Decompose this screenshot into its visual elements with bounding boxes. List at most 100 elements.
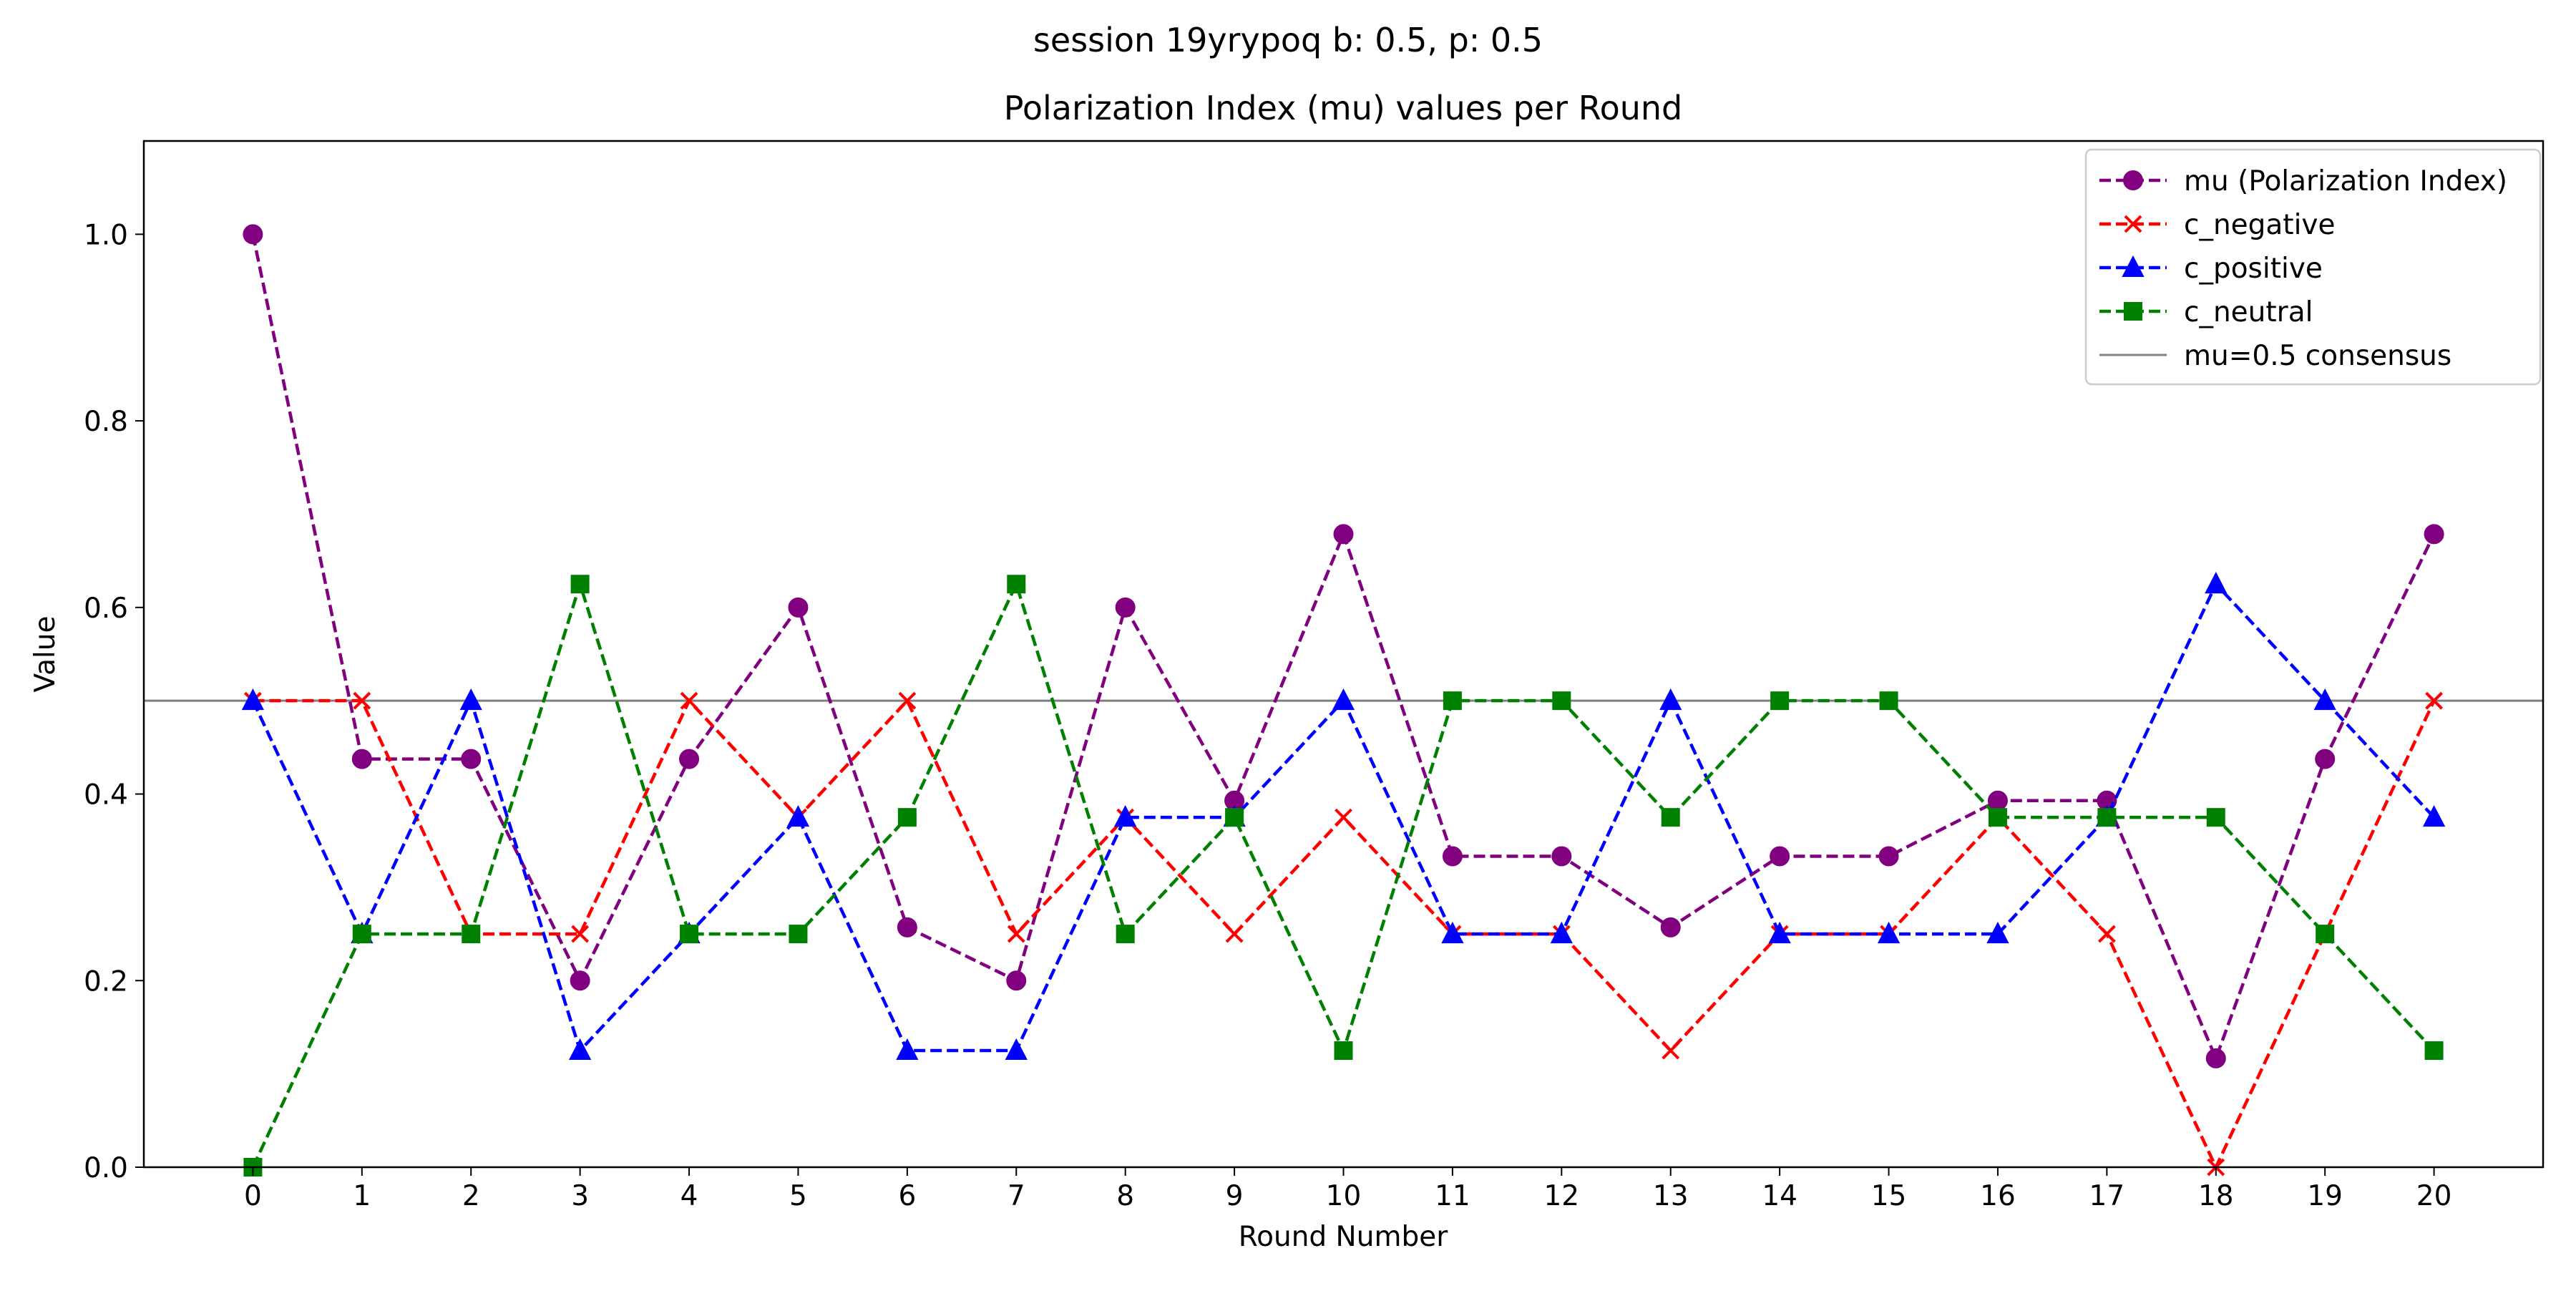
- x-tick-label: 4: [680, 1180, 698, 1212]
- x-tick-label: 16: [1980, 1180, 2016, 1212]
- data-point-series-0: [1660, 917, 1681, 937]
- data-point-series-0: [1442, 846, 1463, 867]
- y-tick-label: 0.8: [84, 406, 128, 438]
- data-point-series-2: [1659, 688, 1682, 711]
- legend-marker: [2123, 170, 2143, 190]
- data-point-series-3: [1225, 808, 1244, 827]
- x-tick-label: 18: [2198, 1180, 2234, 1212]
- data-point-series-3: [2097, 808, 2117, 827]
- data-point-series-3: [2424, 1041, 2444, 1061]
- plot-area: 0 1 2 3 4 5 6 7 8 9 10 11 12 13 14 15 16 17 18 19 200.00.20.…: [84, 140, 2545, 1212]
- data-point-series-1: [2097, 925, 2116, 943]
- data-point-series-2: [1768, 921, 1791, 944]
- data-point-series-2: [2422, 804, 2446, 827]
- data-point-series-2: [1441, 921, 1464, 944]
- data-point-series-0: [1551, 846, 1572, 867]
- data-point-series-0: [1770, 846, 1790, 867]
- y-tick-label: 1.0: [84, 219, 128, 251]
- data-point-series-3: [570, 575, 590, 594]
- data-point-series-3: [680, 925, 699, 944]
- x-tick-label: 12: [1543, 1180, 1579, 1212]
- legend-box: [2084, 148, 2542, 386]
- data-point-series-3: [1334, 1041, 1353, 1061]
- data-point-series-0: [1333, 524, 1354, 545]
- data-point-series-2: [1005, 1038, 1028, 1061]
- series-line-3: [251, 578, 2436, 1168]
- data-point-series-2: [1114, 804, 1137, 827]
- x-tick-label: 5: [789, 1180, 807, 1212]
- data-point-series-0: [897, 917, 917, 937]
- data-point-series-0: [461, 749, 482, 769]
- data-point-series-3: [1879, 691, 1898, 711]
- data-point-series-1: [353, 691, 371, 710]
- x-tick-label: 20: [2416, 1180, 2452, 1212]
- y-tick-label: 0.2: [84, 965, 128, 998]
- legend-marker: [2122, 255, 2145, 277]
- data-point-series-0: [351, 749, 372, 769]
- x-tick-label: 13: [1653, 1180, 1689, 1212]
- legend-label: c_neutral: [2184, 296, 2313, 328]
- x-axis-label: Round Number: [1239, 1221, 1448, 1253]
- x-tick-label: 15: [1871, 1180, 1907, 1212]
- y-axis-label: Value: [29, 615, 62, 692]
- data-point-series-2: [2205, 572, 2228, 594]
- x-tick-label: 14: [1762, 1180, 1797, 1212]
- x-tick-label: 17: [2089, 1180, 2125, 1212]
- data-point-series-3: [1007, 575, 1026, 594]
- x-tick-label: 19: [2307, 1180, 2343, 1212]
- x-tick-label: 1: [353, 1180, 371, 1212]
- data-point-series-2: [241, 688, 265, 711]
- x-tick-label: 7: [1008, 1180, 1025, 1212]
- data-point-series-3: [1988, 808, 2007, 827]
- data-point-series-1: [1662, 1041, 1680, 1060]
- chart-title: Polarization Index (mu) values per Round: [1004, 89, 1683, 127]
- data-point-series-3: [1770, 691, 1790, 711]
- legend-marker: [2124, 215, 2142, 233]
- data-point-series-0: [1115, 597, 1136, 618]
- x-tick-label: 8: [1116, 1180, 1134, 1212]
- data-point-series-3: [1661, 808, 1680, 827]
- data-point-series-3: [352, 925, 371, 944]
- data-point-series-0: [1006, 970, 1027, 991]
- legend-marker: [2124, 302, 2142, 321]
- data-point-series-2: [786, 804, 810, 827]
- data-point-series-0: [679, 749, 700, 769]
- x-tick-label: 6: [898, 1180, 916, 1212]
- legend-label: c_negative: [2184, 209, 2336, 241]
- data-point-series-0: [243, 224, 263, 245]
- data-point-series-2: [459, 688, 482, 711]
- data-point-series-3: [897, 808, 917, 827]
- data-point-series-2: [896, 1038, 919, 1061]
- data-point-series-3: [2316, 925, 2335, 944]
- x-tick-label: 0: [244, 1180, 262, 1212]
- data-point-series-0: [2205, 1048, 2226, 1068]
- data-point-series-1: [571, 925, 590, 943]
- data-point-series-2: [1877, 921, 1901, 944]
- legend-label: mu=0.5 consensus: [2184, 340, 2451, 372]
- data-point-series-0: [2424, 524, 2444, 545]
- x-tick-label: 2: [462, 1180, 480, 1212]
- data-point-series-2: [568, 1038, 592, 1061]
- x-tick-label: 3: [571, 1180, 589, 1212]
- data-point-series-0: [1878, 846, 1899, 867]
- data-point-series-1: [1225, 925, 1244, 943]
- data-point-series-3: [1552, 691, 1571, 711]
- y-tick-label: 0.0: [84, 1152, 128, 1184]
- data-point-series-3: [462, 925, 481, 944]
- legend-label: c_positive: [2184, 253, 2323, 285]
- data-point-series-0: [788, 597, 809, 618]
- data-point-series-3: [2206, 808, 2225, 827]
- data-point-series-3: [1443, 691, 1462, 711]
- data-point-series-2: [2313, 688, 2336, 711]
- data-point-series-1: [1335, 808, 1352, 827]
- x-tick-label: 9: [1226, 1180, 1244, 1212]
- x-tick-label: 11: [1435, 1180, 1470, 1212]
- data-point-series-2: [1550, 921, 1573, 944]
- legend: mu (Polarization Index) c_negative c_posit…: [2084, 148, 2542, 386]
- figure-suptitle: session 19yrypoq b: 0.5, p: 0.5: [1033, 21, 1543, 59]
- y-tick-label: 0.6: [84, 593, 128, 625]
- data-point-series-3: [789, 925, 808, 944]
- data-point-series-2: [1986, 921, 2009, 944]
